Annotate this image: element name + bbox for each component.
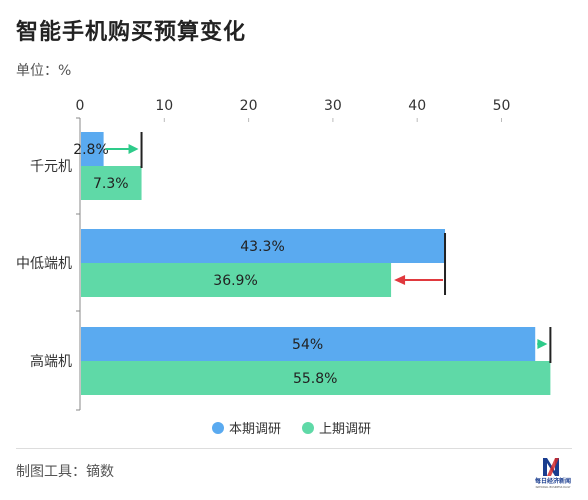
x-tick-label: 50 [493,98,511,114]
x-tick-label: 20 [240,98,258,114]
footer-divider [16,448,572,449]
publisher-logo: 每日经济新闻 NATIONAL BUSINESS DAILY [534,458,571,489]
data-label-previous: 7.3% [93,176,129,192]
bar-current [81,327,536,361]
legend-swatch-previous [302,422,314,434]
data-label-previous: 55.8% [293,371,337,387]
data-label-current: 2.8% [73,142,109,158]
data-label-current: 54% [292,337,323,353]
x-tick-label: 0 [76,98,85,114]
change-arrow-head [394,275,406,285]
chart-title: 智能手机购买预算变化 [16,20,247,45]
category-label: 中低端机 [16,256,72,272]
x-tick-label: 30 [324,98,342,114]
legend-swatch-current [212,422,224,434]
category-label: 高端机 [30,353,72,370]
logo-mark-icon [543,458,559,476]
bar-previous [81,166,142,200]
x-tick-label: 10 [155,98,173,114]
change-arrow-head [537,339,548,349]
change-arrow-head [128,144,139,154]
bar-current [81,132,104,166]
bar-previous [81,361,551,395]
x-tick-label: 40 [408,98,426,114]
unit-label: 单位：% [16,63,72,79]
category-label: 千元机 [30,159,72,175]
data-label-current: 43.3% [240,239,284,255]
legend-label-previous: 上期调研 [319,422,371,437]
data-label-previous: 36.9% [213,273,257,289]
bar-current [81,229,446,263]
legend-label-current: 本期调研 [229,422,281,437]
footer-source: 制图工具：镝数 [16,464,114,480]
bar-previous [81,263,392,297]
svg-text:每日经济新闻: 每日经济新闻 [534,477,571,485]
svg-text:NATIONAL BUSINESS DAILY: NATIONAL BUSINESS DAILY [536,485,571,489]
